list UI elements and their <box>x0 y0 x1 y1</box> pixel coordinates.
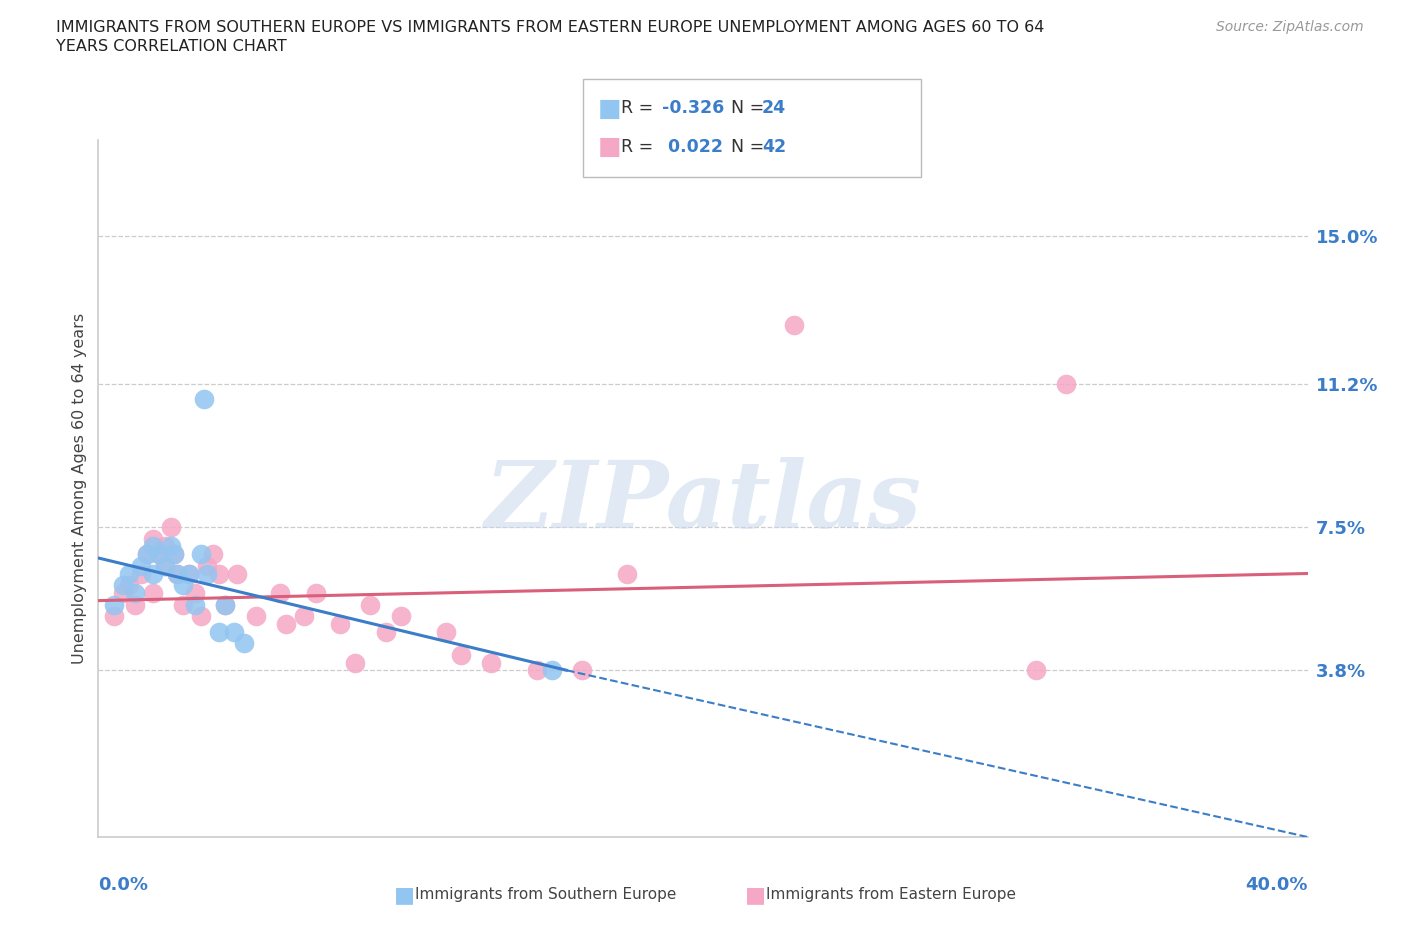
Point <box>208 566 231 581</box>
Point <box>344 656 367 671</box>
Point <box>179 566 201 581</box>
Point <box>783 318 806 333</box>
Point <box>160 539 183 554</box>
Point <box>245 609 267 624</box>
Text: Immigrants from Southern Europe: Immigrants from Southern Europe <box>415 887 676 902</box>
Text: -0.326: -0.326 <box>662 100 724 117</box>
Point <box>214 597 236 612</box>
Point <box>292 609 315 624</box>
Point <box>571 663 593 678</box>
Point <box>616 566 638 581</box>
Point <box>163 547 186 562</box>
Point <box>148 547 170 562</box>
Text: ZIPatlas: ZIPatlas <box>485 458 921 547</box>
Point <box>540 663 562 678</box>
Point <box>526 663 548 678</box>
Point <box>195 558 218 573</box>
Point <box>103 609 125 624</box>
Point <box>1024 663 1046 678</box>
Point <box>166 566 188 581</box>
Point <box>193 392 215 406</box>
Point <box>389 609 412 624</box>
Point <box>190 609 212 624</box>
Point <box>166 566 188 581</box>
Text: 24: 24 <box>762 100 786 117</box>
Text: ■: ■ <box>745 884 766 905</box>
Point <box>111 586 134 601</box>
Point <box>269 586 291 601</box>
Point <box>142 586 165 601</box>
Point <box>142 531 165 546</box>
Text: YEARS CORRELATION CHART: YEARS CORRELATION CHART <box>56 39 287 54</box>
Point <box>135 547 157 562</box>
Point <box>179 566 201 581</box>
Point <box>111 578 134 592</box>
Point <box>160 520 183 535</box>
Point <box>329 617 352 631</box>
Point <box>118 566 141 581</box>
Point <box>103 597 125 612</box>
Text: Source: ZipAtlas.com: Source: ZipAtlas.com <box>1216 20 1364 34</box>
Point <box>274 617 297 631</box>
Point <box>360 597 382 612</box>
Point <box>374 624 396 639</box>
Point <box>142 566 165 581</box>
Point <box>153 558 176 573</box>
Point <box>184 586 207 601</box>
Text: 0.0%: 0.0% <box>98 876 149 894</box>
Text: ■: ■ <box>598 135 621 159</box>
Point <box>481 656 503 671</box>
Point <box>142 539 165 554</box>
Point <box>153 539 176 554</box>
Point <box>450 647 472 662</box>
Text: 40.0%: 40.0% <box>1246 876 1308 894</box>
Point <box>195 566 218 581</box>
Text: ■: ■ <box>394 884 415 905</box>
Point <box>1054 377 1077 392</box>
Point <box>184 597 207 612</box>
Point <box>153 558 176 573</box>
Point <box>129 558 152 573</box>
Point <box>202 547 225 562</box>
Point <box>214 597 236 612</box>
Text: ■: ■ <box>598 97 621 121</box>
Text: IMMIGRANTS FROM SOUTHERN EUROPE VS IMMIGRANTS FROM EASTERN EUROPE UNEMPLOYMENT A: IMMIGRANTS FROM SOUTHERN EUROPE VS IMMIG… <box>56 20 1045 35</box>
Point <box>163 547 186 562</box>
Point <box>226 566 249 581</box>
Point <box>172 597 194 612</box>
Point <box>118 578 141 592</box>
Point <box>232 636 254 651</box>
Text: R =: R = <box>621 139 659 156</box>
Point <box>172 578 194 592</box>
Point <box>305 586 328 601</box>
Point <box>135 547 157 562</box>
Point <box>124 597 146 612</box>
Point <box>124 586 146 601</box>
Point <box>190 547 212 562</box>
Text: R =: R = <box>621 100 659 117</box>
Text: Immigrants from Eastern Europe: Immigrants from Eastern Europe <box>766 887 1017 902</box>
Text: N =: N = <box>731 100 770 117</box>
Point <box>148 547 170 562</box>
Text: N =: N = <box>731 139 770 156</box>
Point <box>434 624 457 639</box>
Point <box>224 624 246 639</box>
Point <box>129 566 152 581</box>
Y-axis label: Unemployment Among Ages 60 to 64 years: Unemployment Among Ages 60 to 64 years <box>72 312 87 664</box>
Text: 42: 42 <box>762 139 786 156</box>
Text: 0.022: 0.022 <box>662 139 723 156</box>
Point <box>208 624 231 639</box>
